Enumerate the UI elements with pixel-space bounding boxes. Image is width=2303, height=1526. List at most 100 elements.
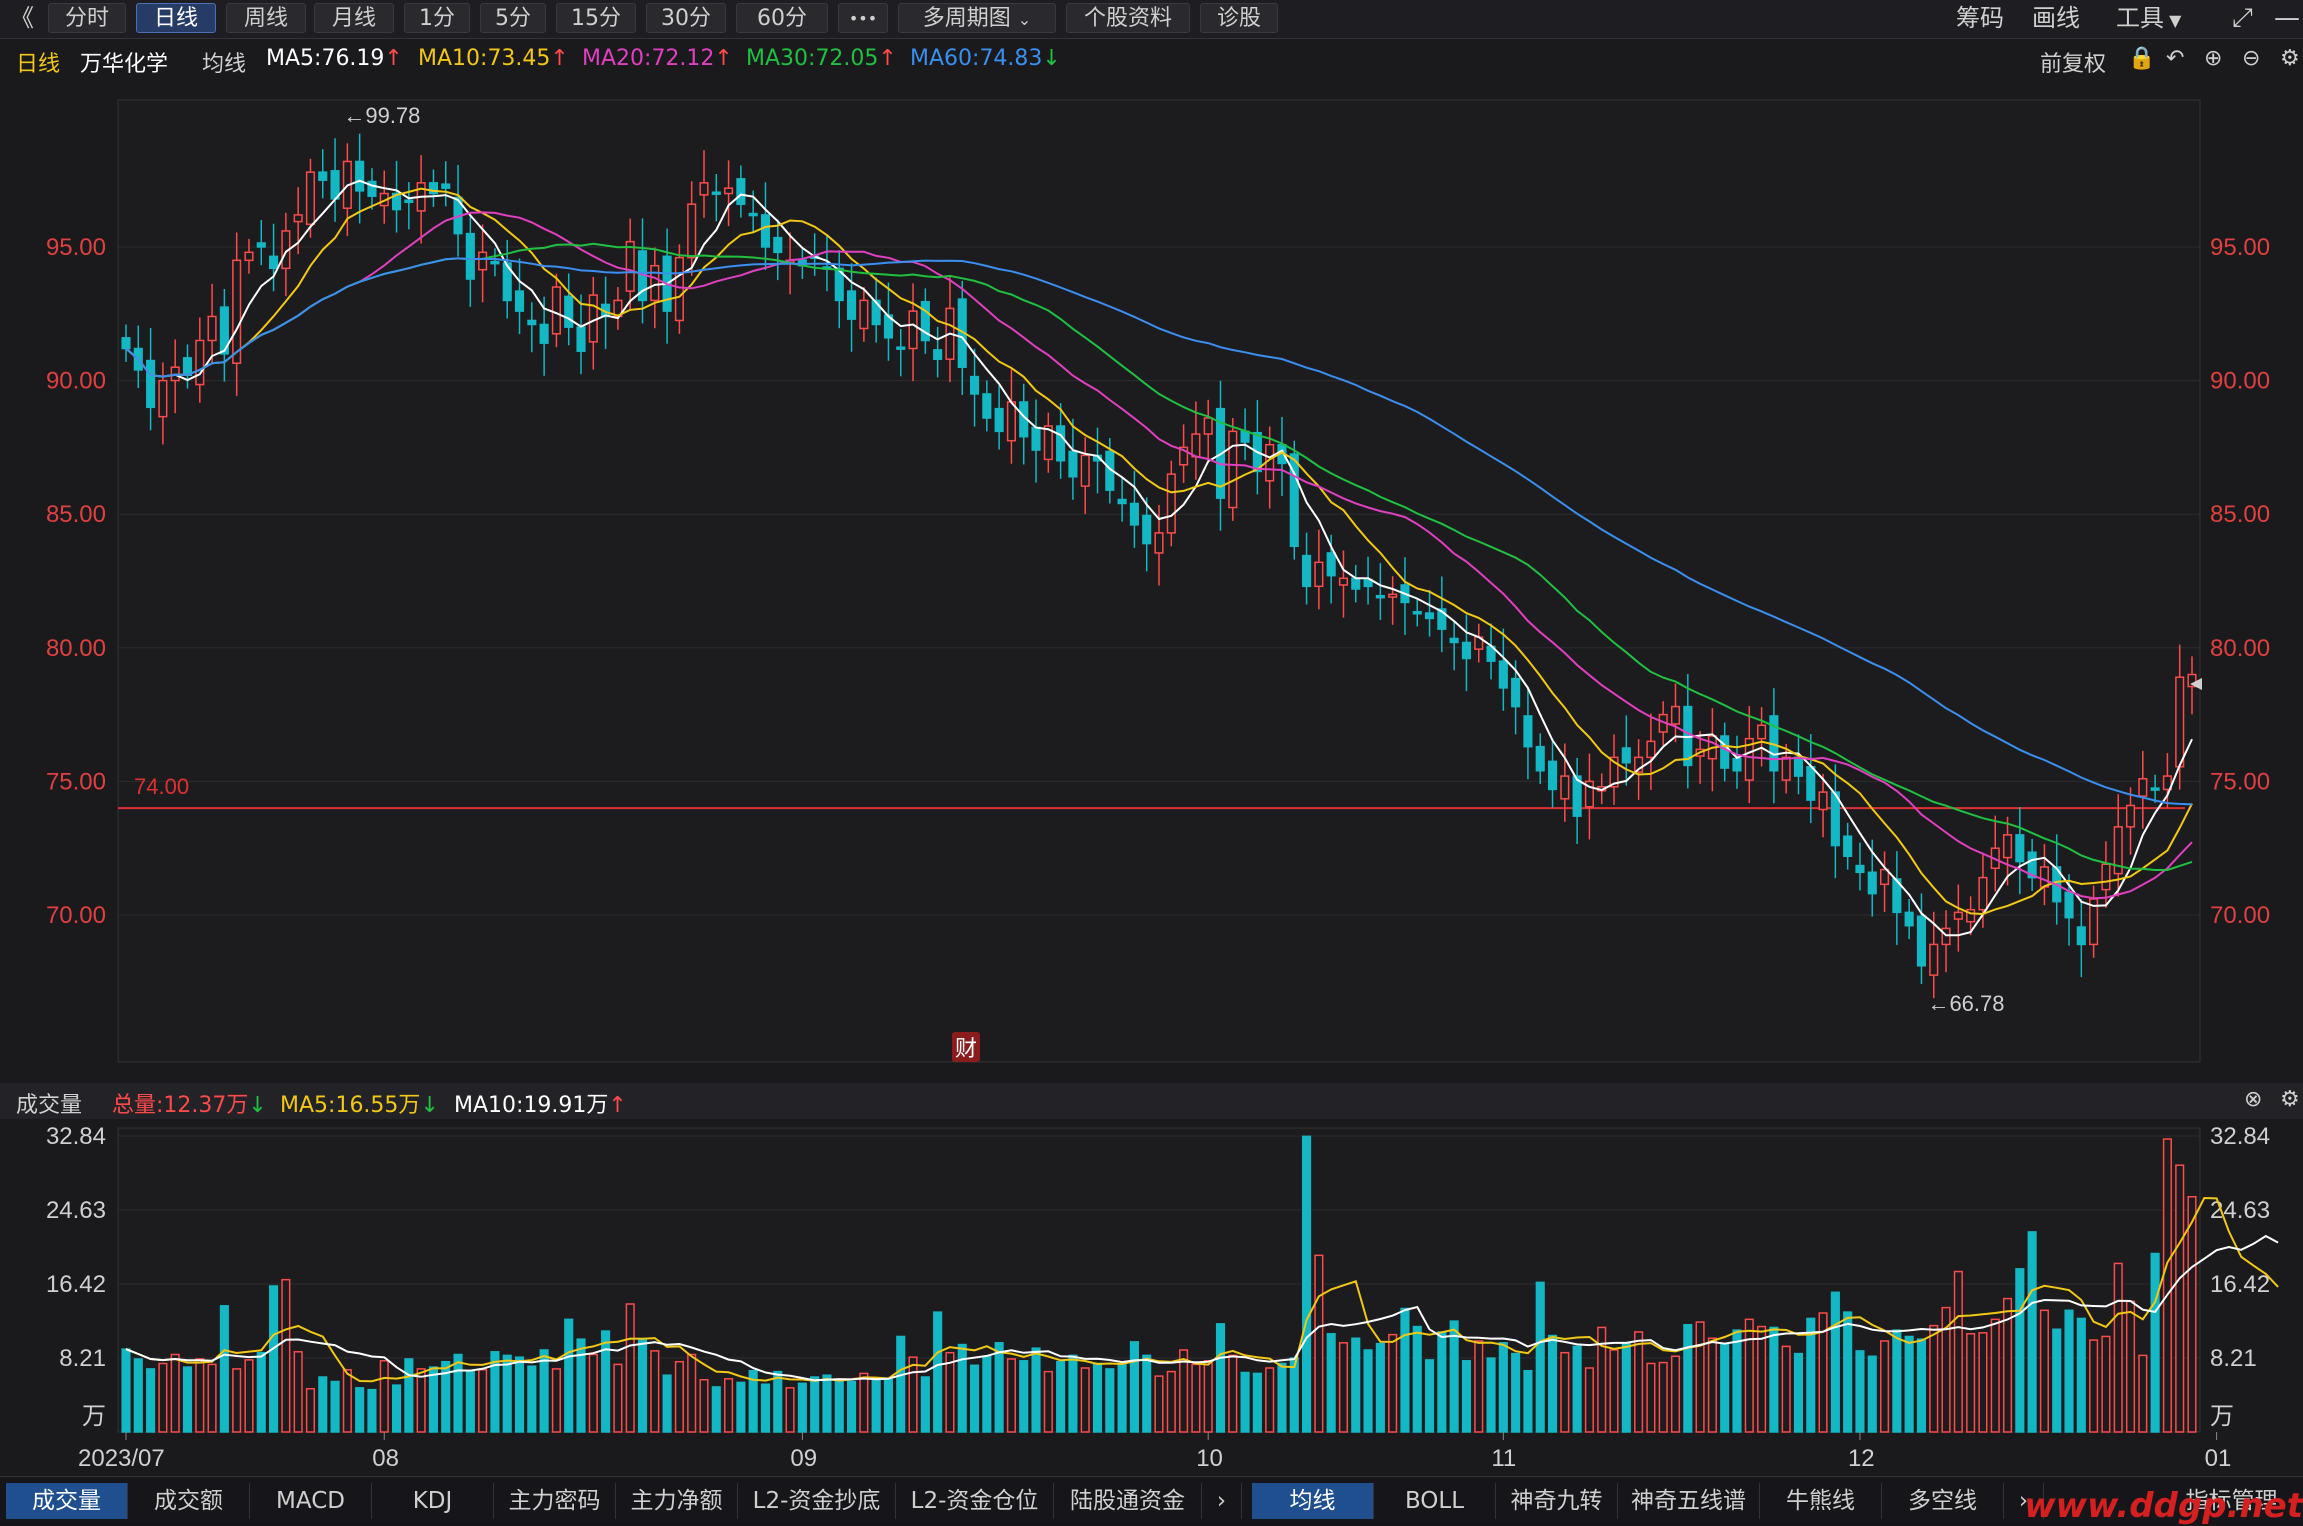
volume-bar-up (724, 1378, 734, 1433)
volume-bar-down (711, 1386, 721, 1433)
chevron-right-icon[interactable]: › (1202, 1483, 1242, 1519)
tab-l2-position[interactable]: L2-资金仓位 (896, 1483, 1054, 1519)
tab-main-code[interactable]: 主力密码 (494, 1483, 616, 1519)
volume-bar-up (1080, 1367, 1090, 1433)
tools-button[interactable]: 工具 ▼ (2116, 3, 2181, 33)
volume-bar-up (1966, 1333, 1976, 1433)
candle-down (1806, 765, 1816, 801)
candle-up (2125, 804, 2136, 828)
tab-td9[interactable]: 神奇九转 (1496, 1483, 1618, 1519)
volume-tick-left: 24.63 (46, 1197, 106, 1224)
candle-down (1117, 498, 1127, 505)
tab-daily[interactable]: 日线 (136, 3, 216, 33)
tab-l2-bottom[interactable]: L2-资金抄底 (738, 1483, 896, 1519)
period-toolbar: 《 分时 日线 周线 月线 1分 5分 15分 30分 60分 ••• 多周期图… (0, 0, 2303, 39)
volume-bar-up (1043, 1370, 1053, 1433)
candle-down (428, 182, 439, 195)
volume-bar-down (773, 1370, 783, 1433)
volume-bar-up (945, 1351, 955, 1433)
chevron-right-icon[interactable]: › (2004, 1483, 2044, 1519)
volume-bar-down (404, 1358, 414, 1433)
candle-up (158, 379, 168, 418)
tab-long-short[interactable]: 多空线 (1882, 1483, 2004, 1519)
diagnose-button[interactable]: 诊股 (1200, 3, 1278, 33)
volume-bar-down (441, 1360, 451, 1433)
panel-settings-icon[interactable]: ⚙ (2280, 1087, 2300, 1112)
candle-down (2015, 834, 2025, 863)
volume-bar-up (1560, 1351, 1570, 1433)
candle-up (908, 310, 918, 350)
indicator-tabs: 成交量 成交额 MACD KDJ 主力密码 主力净额 L2-资金抄底 L2-资金… (0, 1476, 2303, 1525)
candle-down (748, 212, 758, 217)
tab-15min[interactable]: 15分 (556, 3, 636, 33)
tab-macd[interactable]: MACD (250, 1483, 372, 1519)
volume-bar-down (367, 1388, 377, 1433)
x-tick-label: 11 (1491, 1445, 1516, 1472)
tab-hk-connect[interactable]: 陆股通资金 (1054, 1483, 1202, 1519)
candle-up (244, 251, 254, 262)
price-tick-right: 90.00 (2210, 368, 2270, 395)
candle-down (994, 407, 1004, 433)
volume-bar-down (736, 1381, 746, 1433)
stock-info-button[interactable]: 个股资料 (1066, 3, 1190, 33)
tab-turnover[interactable]: 成交额 (128, 1483, 250, 1519)
ma10-line (125, 187, 2193, 916)
tab-volume[interactable]: 成交量 (6, 1483, 128, 1519)
candle-down (1424, 612, 1435, 620)
candle-down (318, 171, 328, 181)
tab-weekly[interactable]: 周线 (226, 3, 306, 33)
draw-line-button[interactable]: 画线 (2032, 4, 2080, 32)
volume-bar-up (650, 1350, 660, 1433)
kline-chart[interactable]: 95.00 95.00 90.00 90.00 85.00 85.00 80.00 80.00… (0, 0, 2303, 1476)
tab-intraday[interactable]: 分时 (48, 3, 126, 33)
tab-five-lines[interactable]: 神奇五线谱 (1618, 1483, 1760, 1519)
tab-boll[interactable]: BOLL (1374, 1483, 1496, 1519)
settings-icon[interactable]: ⚙ (2280, 46, 2300, 71)
ma-label[interactable]: 均线 (202, 52, 247, 77)
candle-down (1302, 554, 1312, 588)
volume-bar-down (1449, 1320, 1459, 1433)
more-icon[interactable]: ••• (838, 3, 888, 33)
candle-down (2150, 787, 2160, 791)
adjust-mode[interactable]: 前复权 (2040, 52, 2107, 77)
tab-30min[interactable]: 30分 (646, 3, 726, 33)
zoom-in-icon[interactable]: ⊕ (2204, 46, 2223, 71)
tab-main-net[interactable]: 主力净额 (616, 1483, 738, 1519)
volume-bar-down (2015, 1268, 2025, 1433)
multi-period-button[interactable]: 多周期图 ⌄ (898, 3, 1056, 33)
zoom-out-icon[interactable]: ⊖ (2242, 46, 2261, 71)
volume-bar-up (1203, 1360, 1213, 1433)
collapse-icon[interactable]: 《 (10, 4, 34, 32)
lock-icon[interactable]: 🔒 (2128, 46, 2156, 71)
volume-bar-up (1757, 1325, 1767, 1433)
tab-bull-bear[interactable]: 牛熊线 (1760, 1483, 1882, 1519)
tab-kdj[interactable]: KDJ (372, 1483, 494, 1519)
fullscreen-icon[interactable]: ⤢ (2232, 3, 2253, 33)
close-panel-icon[interactable]: ⊗ (2244, 1087, 2263, 1112)
volume-bar-up (1154, 1375, 1164, 1433)
undo-icon[interactable]: ↶ (2166, 46, 2185, 71)
up-arrow-icon: ↑ (714, 46, 733, 71)
tab-ma[interactable]: 均线 (1252, 1483, 1374, 1519)
volume-bar-down (1867, 1355, 1877, 1433)
volume-bar-up (1634, 1331, 1644, 1433)
tab-1min[interactable]: 1分 (404, 3, 470, 33)
ma-info-bar: 日线 万华化学 均线 MA5:76.19↑ MA10:73.45↑ MA20:7… (0, 40, 2303, 80)
tab-5min[interactable]: 5分 (480, 3, 546, 33)
volume-bar-up (305, 1387, 316, 1433)
chips-button[interactable]: 筹码 (1956, 4, 2004, 32)
candle-down (1068, 450, 1078, 478)
volume-bar-up (1228, 1354, 1238, 1433)
volume-unit-right: 万 (2210, 1403, 2234, 1430)
tab-monthly[interactable]: 月线 (314, 3, 394, 33)
candle-down (355, 160, 365, 192)
volume-bar-up (2002, 1297, 2013, 1433)
candle-down (2027, 851, 2037, 879)
tab-60min[interactable]: 60分 (736, 3, 828, 33)
volume-title[interactable]: 成交量 (16, 1093, 83, 1118)
minimize-icon[interactable]: — (2274, 3, 2300, 33)
volume-bar-down (1720, 1342, 1730, 1433)
indicator-manage-button[interactable]: 指标管理 (2185, 1488, 2278, 1514)
volume-bar-down (1843, 1311, 1853, 1433)
ma10-value: MA10:73.45↑ (418, 46, 569, 71)
